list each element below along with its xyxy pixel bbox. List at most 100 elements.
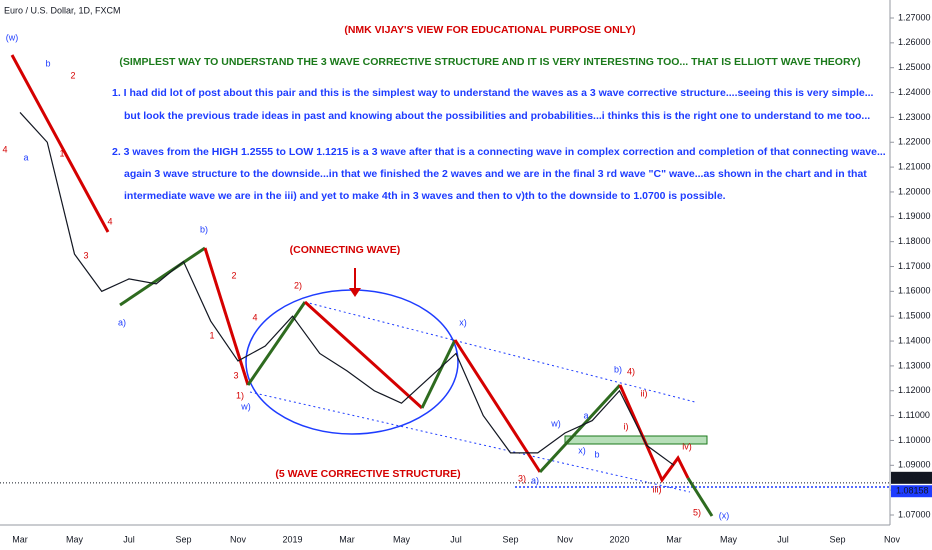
x-tick-label: Jul: [123, 534, 135, 544]
wave-label: 2: [70, 70, 75, 80]
x-tick-label: Sep: [502, 534, 518, 544]
y-tick-label: 1.15000: [898, 311, 931, 321]
arrow-head: [349, 288, 361, 297]
annotation: (SIMPLEST WAY TO UNDERSTAND THE 3 WAVE C…: [119, 56, 860, 68]
x-tick-label: Sep: [175, 534, 191, 544]
y-tick-label: 1.14000: [898, 335, 931, 345]
price-badge: [891, 485, 932, 498]
wave-label: w): [240, 401, 251, 411]
wave-line: [203, 247, 250, 386]
wave-label: 4: [252, 312, 257, 322]
y-tick-label: 1.07000: [898, 509, 931, 519]
wave-label: 4: [107, 216, 112, 226]
x-tick-label: Jul: [777, 534, 789, 544]
wave-line: [618, 384, 690, 483]
wave-label: a: [583, 410, 588, 420]
channel-line: [249, 391, 691, 493]
x-tick-label: May: [393, 534, 411, 544]
y-tick-label: 1.27000: [898, 12, 931, 22]
wave-line: [119, 246, 206, 307]
wave-label: a: [23, 152, 28, 162]
wave-label: 3): [518, 473, 526, 483]
annotation: 1. I had did lot of post about this pair…: [112, 87, 874, 99]
y-tick-label: 1.24000: [898, 87, 931, 97]
wave-label: 1): [236, 390, 244, 400]
wave-label: x): [578, 445, 586, 455]
annotation: (5 WAVE CORRECTIVE STRUCTURE): [275, 468, 460, 480]
annotation: (CONNECTING WAVE): [290, 244, 401, 256]
wave-label: 4): [627, 366, 635, 376]
y-tick-label: 1.16000: [898, 286, 931, 296]
x-tick-label: Nov: [230, 534, 247, 544]
wave-label: 3: [83, 250, 88, 260]
x-tick-label: Sep: [829, 534, 845, 544]
wave-label: iv): [682, 441, 692, 451]
wave-label: 5): [693, 507, 701, 517]
wave-label: b): [614, 364, 622, 374]
wave-line: [453, 339, 542, 473]
wave-label: b): [200, 224, 208, 234]
x-tick-label: 2020: [609, 534, 629, 544]
annotation: again 3 wave structure to the downside..…: [124, 168, 867, 180]
x-tick-label: Mar: [339, 534, 355, 544]
annotation: intermediate wave we are in the iii) and…: [124, 190, 726, 202]
wave-label: ii): [641, 388, 648, 398]
wave-label: i): [624, 421, 629, 431]
y-tick-label: 1.09000: [898, 460, 931, 470]
x-tick-label: Jul: [450, 534, 462, 544]
wave-label: b: [594, 449, 599, 459]
symbol-label: Euro / U.S. Dollar, 1D, FXCM: [4, 5, 121, 15]
x-tick-label: May: [66, 534, 84, 544]
drawings: [10, 54, 890, 517]
y-tick-label: 1.17000: [898, 261, 931, 271]
wave-line: [420, 339, 457, 409]
x-tick-label: Mar: [666, 534, 682, 544]
wave-label: 3: [233, 370, 238, 380]
price-badge-label: 1.08295: [896, 472, 929, 482]
wave-label: (w): [6, 32, 19, 42]
y-tick-label: 1.22000: [898, 137, 931, 147]
y-tick-label: 1.11000: [898, 410, 930, 420]
y-tick-label: 1.18000: [898, 236, 931, 246]
wave-line: [538, 383, 622, 474]
y-tick-label: 1.23000: [898, 112, 931, 122]
annotation: (NMK VIJAY'S VIEW FOR EDUCATIONAL PURPOS…: [344, 24, 635, 36]
y-tick-label: 1.26000: [898, 37, 931, 47]
wave-label: a): [531, 475, 539, 485]
wave-label: 1: [59, 148, 64, 158]
annotation: but look the previous trade ideas in pas…: [124, 110, 870, 122]
wave-label: 2: [231, 270, 236, 280]
y-tick-label: 1.20000: [898, 186, 931, 196]
wave-label: w): [550, 418, 561, 428]
annotation: 2. 3 waves from the HIGH 1.2555 to LOW 1…: [112, 146, 886, 158]
wave-line: [10, 54, 110, 233]
x-tick-label: May: [720, 534, 738, 544]
y-tick-label: 1.25000: [898, 62, 931, 72]
price-badge: [891, 471, 932, 484]
wave-line: [246, 301, 307, 386]
y-tick-label: 1.10000: [898, 435, 931, 445]
price-line: [19, 112, 675, 466]
x-tick-label: Mar: [12, 534, 28, 544]
y-tick-label: 1.21000: [898, 161, 931, 171]
x-tick-label: 2019: [282, 534, 302, 544]
channel-line: [304, 301, 696, 403]
y-tick-label: 1.13000: [898, 360, 931, 370]
wave-label: 2): [294, 280, 302, 290]
wave-label: a): [118, 317, 126, 327]
price-badge-label: 1.08158: [896, 486, 929, 496]
zone-box: [564, 435, 708, 445]
wave-label: 4: [2, 144, 7, 154]
wave-label: (x): [719, 510, 730, 520]
x-tick-label: Nov: [884, 534, 901, 544]
y-tick-label: 1.12000: [898, 385, 931, 395]
wave-line: [303, 300, 424, 410]
wave-label: b: [45, 58, 50, 68]
wave-label: 1: [209, 330, 214, 340]
wave-line: [686, 477, 714, 517]
y-tick-label: 1.19000: [898, 211, 931, 221]
x-tick-label: Nov: [557, 534, 574, 544]
wave-label: x): [459, 317, 467, 327]
